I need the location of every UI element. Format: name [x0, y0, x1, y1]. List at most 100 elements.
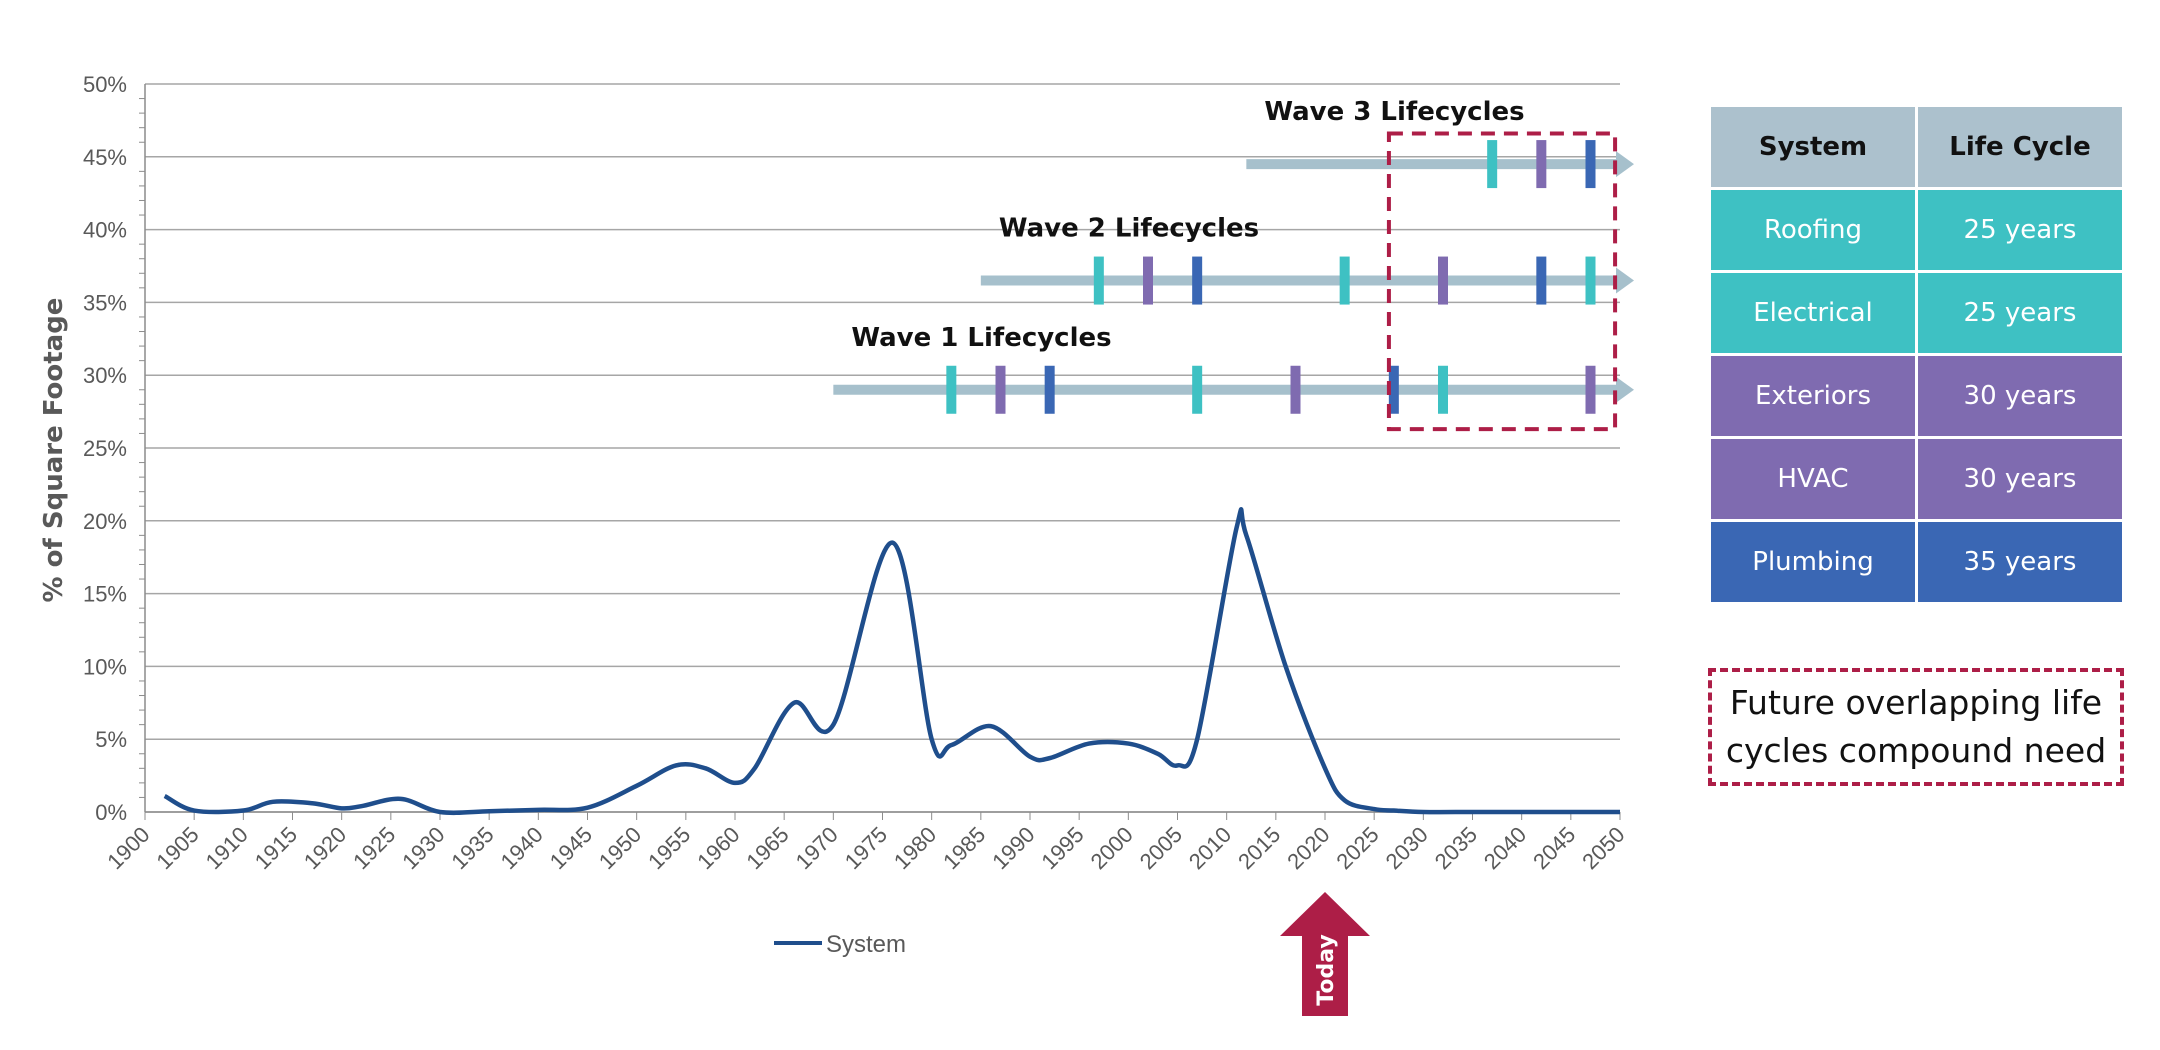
lifecycle-table: System Life Cycle Roofing 25 years Elect…: [1708, 104, 2125, 605]
cycle-cell: 25 years: [1918, 273, 2122, 353]
y-axis-label: % of Square Footage: [39, 298, 69, 603]
x-tick-label: 1950: [594, 822, 646, 874]
x-tick-label: 2035: [1430, 822, 1482, 874]
legend-entry-system: System: [826, 931, 906, 958]
x-tick-label: 1905: [151, 822, 203, 874]
table-row: Electrical 25 years: [1711, 273, 2122, 353]
x-tick-label: 1980: [889, 822, 941, 874]
cycle-cell: 30 years: [1918, 356, 2122, 436]
table-row: Exteriors 30 years: [1711, 356, 2122, 436]
cycle-cell: 30 years: [1918, 439, 2122, 519]
lifecycle-mark-exteriors: [1536, 140, 1547, 189]
table-row: Plumbing 35 years: [1711, 522, 2122, 602]
lifecycle-mark-exteriors: [1585, 365, 1596, 414]
cycle-cell: 35 years: [1918, 522, 2122, 602]
x-tick-labels: 1900190519101915192019251930193519401945…: [102, 812, 1630, 874]
cycle-cell: 25 years: [1918, 190, 2122, 270]
system-cell: HVAC: [1711, 439, 1915, 519]
x-tick-label: 1945: [545, 822, 597, 874]
x-tick-label: 2010: [1184, 822, 1236, 874]
x-tick-label: 1970: [791, 822, 843, 874]
x-tick-label: 1935: [446, 822, 498, 874]
lifecycle-mark-roofing: [1093, 256, 1104, 305]
series-lines: [163, 507, 1620, 816]
today-label: Today: [1314, 934, 1339, 1005]
wave-1: Wave 1 Lifecycles: [833, 323, 1634, 414]
x-tick-label: 1975: [840, 822, 892, 874]
note-line-1: Future overlapping life: [1729, 683, 2103, 722]
system-cell: Plumbing: [1711, 522, 1915, 602]
table-row: Roofing 25 years: [1711, 190, 2122, 270]
wave-2: Wave 2 Lifecycles: [980, 214, 1634, 305]
y-tick-labels: 0% 5% 10% 15% 20% 25% 30% 35% 40% 45% 50%: [83, 72, 127, 825]
wave-label: Wave 3 Lifecycles: [1264, 97, 1524, 127]
y-tick-label: 20%: [83, 509, 127, 534]
y-tick-label: 30%: [83, 363, 127, 388]
gridlines: [139, 83, 1620, 813]
wave-label: Wave 1 Lifecycles: [851, 323, 1111, 353]
wave-label: Wave 2 Lifecycles: [999, 214, 1259, 244]
x-tick-label: 1985: [938, 822, 990, 874]
lifecycle-mark-exteriors: [995, 365, 1006, 414]
x-tick-label: 1990: [987, 822, 1039, 874]
overlap-note: Future overlapping life cycles compound …: [1708, 668, 2124, 786]
lifecycle-mark-exteriors: [1438, 256, 1448, 305]
lifecycle-chart: 0% 5% 10% 15% 20% 25% 30% 35% 40% 45% 50% 19001905…: [39, 72, 1634, 1016]
x-tick-label: 1940: [496, 822, 548, 874]
x-tick-label: 1955: [643, 822, 695, 874]
y-tick-label: 25%: [83, 436, 127, 461]
header-life-cycle: Life Cycle: [1918, 107, 2122, 187]
x-tick-label: 2020: [1282, 822, 1334, 874]
x-tick-label: 1925: [348, 822, 400, 874]
y-tick-label: 5%: [95, 727, 127, 752]
future-overlap-box: [1386, 131, 1618, 432]
x-tick-label: 1960: [692, 822, 744, 874]
x-tick-label: 1920: [299, 822, 351, 874]
system-cell: Roofing: [1711, 190, 1915, 270]
wave-arrow-head: [1616, 376, 1634, 403]
y-tick-label: 0%: [95, 800, 127, 825]
x-tick-label: 2040: [1479, 822, 1531, 874]
y-tick-label: 10%: [83, 654, 127, 679]
y-tick-label: 50%: [83, 72, 127, 97]
lifecycle-mark-roofing: [1438, 365, 1448, 414]
wave-3: Wave 3 Lifecycles: [1246, 97, 1634, 189]
x-tick-label: 2050: [1577, 822, 1629, 874]
today-marker: Today: [1280, 892, 1370, 1016]
lifecycle-mark-roofing: [1192, 365, 1203, 414]
system-cell: Exteriors: [1711, 356, 1915, 436]
wave-arrow-head: [1616, 151, 1634, 178]
x-tick-label: 1965: [741, 822, 793, 874]
series-line-system: [163, 507, 1620, 816]
x-tick-label: 2045: [1528, 822, 1580, 874]
header-system: System: [1711, 107, 1915, 187]
lifecycle-mark-plumbing: [1044, 365, 1055, 414]
x-tick-label: 1995: [1036, 822, 1088, 874]
lifecycle-mark-roofing: [1487, 140, 1498, 189]
lifecycle-mark-roofing: [1339, 256, 1350, 305]
y-tick-label: 35%: [83, 290, 127, 315]
lifecycle-mark-plumbing: [1192, 256, 1203, 305]
wave-lifecycles: Wave 1 Lifecycles Wave 2 Lifecycles Wave 3…: [833, 97, 1634, 414]
system-cell: Electrical: [1711, 273, 1915, 353]
y-tick-label: 15%: [83, 582, 127, 607]
x-tick-label: 2000: [1086, 822, 1138, 874]
x-tick-label: 2025: [1331, 822, 1383, 874]
wave-arrow-head: [1616, 267, 1634, 294]
lifecycle-mark-roofing: [946, 365, 957, 414]
lifecycle-mark-plumbing: [1585, 140, 1596, 189]
legend: System: [774, 931, 906, 958]
y-tick-label: 45%: [83, 145, 127, 170]
x-tick-label: 1930: [397, 822, 449, 874]
lifecycle-mark-exteriors: [1143, 256, 1153, 305]
x-tick-label: 1915: [250, 822, 302, 874]
lifecycle-mark-plumbing: [1536, 256, 1547, 305]
x-tick-label: 2015: [1233, 822, 1285, 874]
x-tick-label: 2030: [1381, 822, 1433, 874]
lifecycle-mark-exteriors: [1290, 365, 1301, 414]
x-tick-label: 2005: [1135, 822, 1187, 874]
y-tick-label: 40%: [83, 218, 127, 243]
x-tick-label: 1910: [201, 822, 253, 874]
table-row: HVAC 30 years: [1711, 439, 2122, 519]
lifecycle-mark-roofing: [1585, 256, 1596, 305]
